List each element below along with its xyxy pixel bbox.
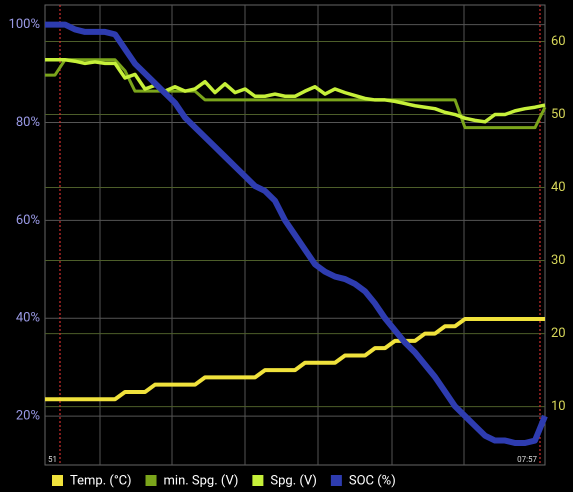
- y-tick-label: 20%: [16, 409, 40, 424]
- y2-tick-label: 20: [551, 326, 566, 341]
- series-line: [45, 316, 545, 402]
- y2-tick-label: 60: [551, 34, 566, 49]
- series-line: [45, 21, 548, 446]
- series-line: [45, 58, 546, 124]
- plot-frame: [44, 4, 546, 466]
- legend-label: Spg. (V): [270, 473, 316, 488]
- legend-swatch: [252, 475, 264, 486]
- x-tick-label: 07:57: [517, 455, 537, 464]
- y2-tick-label: 10: [551, 399, 566, 414]
- y-tick-label: 80%: [16, 115, 40, 130]
- y2-tick-label: 40: [551, 180, 566, 195]
- y-tick-label: 40%: [16, 311, 40, 326]
- legend-swatch: [330, 475, 342, 486]
- legend-label: min. Spg. (V): [164, 473, 239, 488]
- y-tick-label: 60%: [16, 213, 40, 228]
- legend-label: SOC (%): [349, 473, 396, 488]
- y2-tick-label: 50: [551, 107, 566, 122]
- legend-swatch: [145, 475, 157, 486]
- legend-swatch: [52, 475, 63, 486]
- y-tick-label: 100%: [9, 17, 40, 32]
- x-tick-label: 51: [48, 455, 57, 464]
- legend-label: Temp. (°C): [70, 473, 132, 488]
- y2-tick-label: 30: [551, 253, 566, 268]
